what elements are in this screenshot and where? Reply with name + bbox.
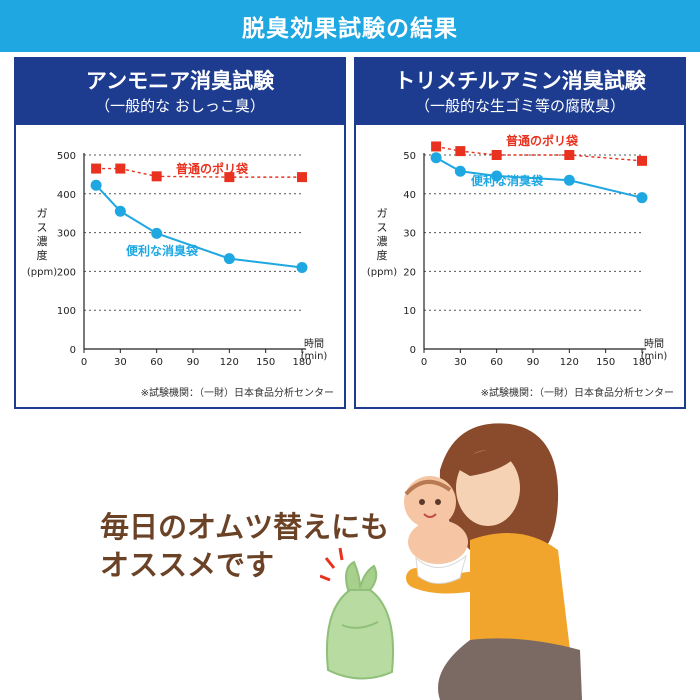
promo-message: 毎日のオムツ替えにも オススメです bbox=[100, 508, 389, 584]
y-tick-label: 100 bbox=[57, 306, 76, 317]
chart-subtitle: （一般的な おしっこ臭） bbox=[95, 97, 265, 115]
y-axis-label-char: 濃 bbox=[377, 234, 388, 248]
y-tick-label: 0 bbox=[70, 345, 76, 356]
deodorant-bag-icon bbox=[325, 560, 395, 680]
test-source-note: ※試験機関：（一財）日本食品分析センター bbox=[480, 388, 674, 399]
y-axis-label-char: ス bbox=[377, 221, 388, 234]
series-label: 便利な消臭袋 bbox=[126, 243, 199, 258]
x-axis-label-unit: (min) bbox=[301, 351, 328, 362]
data-point-square bbox=[297, 172, 307, 183]
y-axis-label-unit: (ppm) bbox=[27, 267, 57, 278]
mother-baby-illustration bbox=[320, 423, 582, 700]
x-tick-label: 30 bbox=[114, 357, 127, 368]
data-point-square bbox=[491, 150, 502, 160]
data-point-square bbox=[91, 163, 102, 174]
mother-figure bbox=[406, 423, 582, 700]
y-axis-label-char: ガ bbox=[377, 207, 388, 220]
data-point-square bbox=[564, 150, 575, 160]
y-axis-label-char: ガ bbox=[37, 207, 48, 220]
y-tick-label: 30 bbox=[403, 229, 416, 240]
data-point-square bbox=[224, 172, 235, 183]
data-point-square bbox=[151, 171, 162, 182]
data-point-square bbox=[431, 141, 442, 152]
series-line bbox=[435, 145, 643, 162]
data-point-circle bbox=[114, 205, 126, 217]
alert-marks-icon bbox=[320, 547, 344, 582]
x-tick-label: 180 bbox=[292, 357, 311, 368]
data-point-square bbox=[115, 163, 126, 174]
x-tick-label: 60 bbox=[490, 357, 503, 368]
x-tick-label: 180 bbox=[632, 357, 651, 368]
y-tick-label: 50 bbox=[403, 151, 416, 162]
x-tick-label: 0 bbox=[81, 357, 87, 368]
trimethylamine-test-panel: トリメチルアミン消臭試験 （一般的な生ゴミ等の腐敗臭） 0 10 20 30 40 50 0… bbox=[354, 57, 686, 409]
series-label: 便利な消臭袋 bbox=[471, 173, 544, 188]
y-tick-label: 20 bbox=[403, 267, 416, 278]
x-tick-label: 0 bbox=[421, 357, 427, 368]
panel-header: トリメチルアミン消臭試験 （一般的な生ゴミ等の腐敗臭） bbox=[356, 59, 684, 125]
x-tick-label: 90 bbox=[527, 357, 540, 368]
baby-figure bbox=[404, 476, 468, 584]
panel-header: アンモニア消臭試験 （一般的な おしっこ臭） bbox=[16, 59, 344, 125]
x-axis-label: 時間 bbox=[304, 338, 324, 350]
y-tick-label: 500 bbox=[57, 151, 76, 162]
data-point-square bbox=[637, 155, 647, 166]
x-axis-label: 時間 bbox=[644, 338, 664, 350]
y-tick-label: 300 bbox=[57, 229, 76, 240]
x-tick-label: 90 bbox=[187, 357, 200, 368]
y-tick-label: 10 bbox=[403, 306, 416, 317]
x-tick-label: 150 bbox=[596, 357, 615, 368]
series-label: 普通のポリ袋 bbox=[506, 133, 579, 148]
y-tick-label: 400 bbox=[57, 190, 76, 201]
y-axis-label-char: 度 bbox=[377, 248, 388, 262]
data-point-circle bbox=[454, 165, 466, 177]
y-axis-label-unit: (ppm) bbox=[367, 267, 397, 278]
data-point-circle bbox=[491, 170, 503, 182]
page-title: 脱臭効果試験の結果 bbox=[242, 16, 458, 42]
x-axis-label-unit: (min) bbox=[641, 351, 668, 362]
data-point-circle bbox=[90, 179, 102, 191]
chart-title: トリメチルアミン消臭試験 bbox=[394, 69, 646, 93]
y-tick-label: 0 bbox=[410, 345, 416, 356]
data-point-circle bbox=[430, 152, 442, 164]
x-tick-label: 120 bbox=[560, 357, 579, 368]
promo-line-2: オススメです bbox=[100, 548, 275, 582]
series-label: 普通のポリ袋 bbox=[176, 161, 249, 176]
data-point-circle bbox=[151, 227, 163, 239]
y-axis-label-char: ス bbox=[37, 221, 48, 234]
y-axis-label-char: 濃 bbox=[37, 234, 48, 248]
data-point-circle bbox=[223, 253, 235, 265]
data-point-circle bbox=[563, 174, 575, 186]
data-point-square bbox=[455, 146, 466, 157]
ammonia-test-panel: アンモニア消臭試験 （一般的な おしっこ臭） 0 100 200 300 400 500 0… bbox=[14, 57, 346, 409]
promo-line-1: 毎日のオムツ替えにも bbox=[100, 510, 390, 544]
x-tick-label: 150 bbox=[256, 357, 275, 368]
chart-title: アンモニア消臭試験 bbox=[85, 69, 275, 93]
y-tick-label: 40 bbox=[403, 190, 416, 201]
test-source-note: ※試験機関：（一財）日本食品分析センター bbox=[140, 388, 334, 399]
data-point-circle bbox=[296, 262, 308, 274]
x-tick-label: 120 bbox=[220, 357, 239, 368]
title-banner: 脱臭効果試験の結果 bbox=[0, 0, 700, 52]
data-point-circle bbox=[636, 192, 648, 204]
chart-subtitle: （一般的な生ゴミ等の腐敗臭） bbox=[414, 97, 625, 115]
x-tick-label: 60 bbox=[150, 357, 163, 368]
x-tick-label: 30 bbox=[454, 357, 467, 368]
y-tick-label: 200 bbox=[57, 267, 76, 278]
y-axis-label-char: 度 bbox=[37, 248, 48, 262]
